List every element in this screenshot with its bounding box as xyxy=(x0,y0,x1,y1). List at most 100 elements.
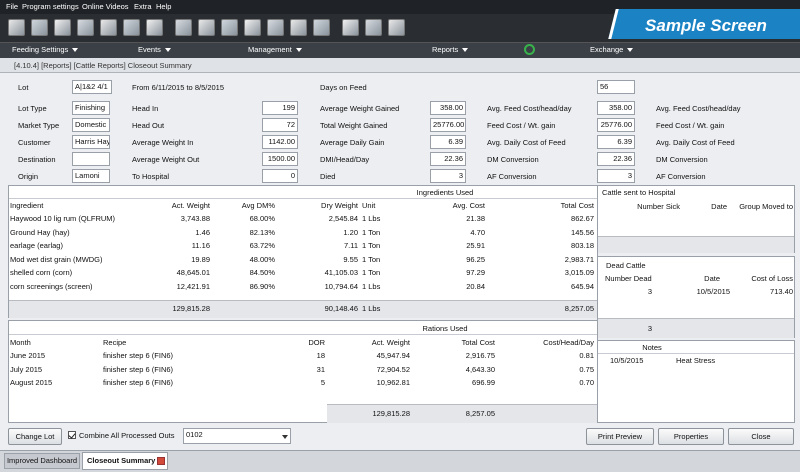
field-label: AF Conversion xyxy=(656,172,706,181)
field-value: 6.39 xyxy=(597,135,635,149)
column-header: Ingredient xyxy=(10,201,44,210)
table-cell: June 2015 xyxy=(10,351,46,360)
table-cell: 1 Ton xyxy=(362,254,381,264)
table-cell: 2,983.71 xyxy=(564,254,594,264)
note-cell: Heat Stress xyxy=(676,356,716,365)
toolbar-icon[interactable] xyxy=(244,19,261,36)
panel-title: Dead Cattle xyxy=(606,261,646,270)
nav-item[interactable]: Reports xyxy=(432,46,469,54)
checkbox-label: Combine All Processed Outs xyxy=(79,431,175,440)
total-cell: 3 xyxy=(647,324,653,333)
table-cell: 82.13% xyxy=(249,227,275,237)
tab-bar xyxy=(0,450,800,472)
table-cell: 96.25 xyxy=(466,254,485,264)
field-label: Destination xyxy=(18,155,56,164)
table-cell: 4,643.30 xyxy=(465,364,495,374)
column-header: Avg DM% xyxy=(241,201,275,210)
panel-title: Rations Used xyxy=(422,324,468,333)
table-cell: 45,947.94 xyxy=(376,351,410,360)
checkbox[interactable] xyxy=(68,431,76,439)
recycle-icon[interactable] xyxy=(524,44,535,55)
table-cell: 63.72% xyxy=(249,241,275,250)
menu-item[interactable]: Help xyxy=(156,2,172,11)
toolbar-icon[interactable] xyxy=(123,19,140,36)
tab-active[interactable]: Closeout Summary xyxy=(82,452,168,470)
toolbar-icon[interactable] xyxy=(221,19,238,36)
toolbar-icon[interactable] xyxy=(267,19,284,36)
field-label: Feed Cost / Wt. gain xyxy=(487,121,556,130)
field-label: Origin xyxy=(18,172,39,181)
nav-item[interactable]: Feeding Settings xyxy=(12,46,79,54)
header-line xyxy=(598,353,794,354)
field-value: 56 xyxy=(597,80,635,94)
field-label: DMI/Head/Day xyxy=(320,155,370,164)
ingredients-panel xyxy=(8,185,598,318)
toolbar-icon[interactable] xyxy=(313,19,330,36)
nav-item[interactable]: Events xyxy=(138,46,171,54)
tab[interactable]: Improved Dashboard xyxy=(4,453,80,469)
totals-row xyxy=(9,300,597,318)
table-cell: 19.89 xyxy=(191,254,210,264)
toolbar-icon[interactable] xyxy=(54,19,71,36)
field-label: Customer xyxy=(18,138,51,147)
toolbar-icon[interactable] xyxy=(100,19,117,36)
toolbar-icon[interactable] xyxy=(198,19,215,36)
field-label: Average Weight Out xyxy=(132,155,200,164)
toolbar-icon[interactable] xyxy=(146,19,163,36)
column-header: Avg. Cost xyxy=(452,201,485,210)
field-label: Avg. Feed Cost/head/day xyxy=(656,104,741,113)
toolbar-icon[interactable] xyxy=(8,19,25,36)
menu-item[interactable]: Online Videos xyxy=(82,2,129,11)
button[interactable]: Close xyxy=(728,428,794,445)
toolbar-icon[interactable] xyxy=(388,19,405,36)
field-value: 199 xyxy=(262,101,298,115)
table-cell: 696.99 xyxy=(472,378,495,387)
field-value: Lamoni xyxy=(72,169,110,183)
table-cell: July 2015 xyxy=(10,364,43,374)
button[interactable]: Print Preview xyxy=(586,428,654,445)
total-cell: 129,815.28 xyxy=(372,409,410,418)
toolbar-icon[interactable] xyxy=(31,19,48,36)
menu-item[interactable]: Extra xyxy=(134,2,152,11)
table-cell: 72,904.52 xyxy=(376,364,410,374)
field-value: Domestic xyxy=(72,118,110,132)
table-cell: 11.16 xyxy=(191,241,210,250)
field-label: Feed Cost / Wt. gain xyxy=(656,121,725,130)
breadcrumb: [4.10.4] [Reports] [Cattle Reports] Clos… xyxy=(14,61,192,70)
column-header: DOR xyxy=(308,338,325,347)
button[interactable]: Properties xyxy=(658,428,724,445)
toolbar-icon[interactable] xyxy=(175,19,192,36)
field-value: 25776.00 xyxy=(597,118,635,132)
table-cell: 10/5/2015 xyxy=(696,287,730,296)
field-value: Harris Hay xyxy=(72,135,110,149)
table-cell: 10,794.64 xyxy=(324,281,358,291)
tab-close[interactable] xyxy=(157,457,165,465)
toolbar-icon[interactable] xyxy=(342,19,359,36)
field-value-empty xyxy=(72,152,110,166)
nav-item[interactable]: Management xyxy=(248,46,302,54)
field-label: To Hospital xyxy=(132,172,170,181)
field-value: 6.39 xyxy=(430,135,466,149)
toolbar-icon[interactable] xyxy=(365,19,382,36)
table-cell: 7.11 xyxy=(343,241,358,250)
table-cell: Mod wet dist grain (MWDG) xyxy=(10,254,103,264)
toolbar-icon[interactable] xyxy=(290,19,307,36)
button[interactable]: Change Lot xyxy=(8,428,62,445)
table-cell: 713.40 xyxy=(770,287,793,296)
column-header: Cost/Head/Day xyxy=(543,338,594,347)
total-cell: 1 Lbs xyxy=(362,304,381,313)
table-cell: 0.75 xyxy=(579,364,594,374)
nav-item[interactable]: Exchange xyxy=(590,46,634,54)
menu-item[interactable]: Program settings xyxy=(22,2,79,11)
panel-title: Cattle sent to Hospital xyxy=(602,188,676,197)
toolbar-icon[interactable] xyxy=(77,19,94,36)
field-label: Head In xyxy=(132,104,159,113)
menu-item[interactable]: File xyxy=(6,2,19,11)
field-label: DM Conversion xyxy=(656,155,708,164)
table-cell: finisher step 6 (FIN6) xyxy=(103,351,174,360)
dead-footer xyxy=(598,318,794,338)
panel-title: Notes xyxy=(642,343,662,352)
dropdown[interactable]: 0102 xyxy=(183,428,291,444)
column-header: Number Sick xyxy=(637,202,680,211)
